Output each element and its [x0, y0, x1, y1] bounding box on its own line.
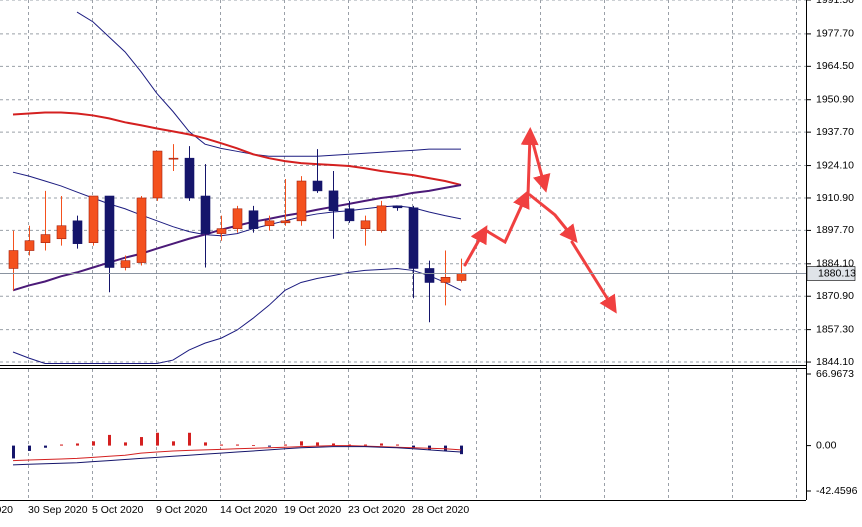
candle-body	[408, 207, 419, 269]
candle-body	[280, 220, 291, 224]
oscillator-bar	[140, 437, 143, 446]
candle-body	[88, 195, 99, 243]
y-tick-label: 66.9673	[816, 368, 854, 380]
y-tick-label: 1977.70	[816, 28, 854, 40]
y-tick-label: 1924.10	[816, 159, 854, 171]
candle-body	[248, 210, 259, 229]
x-tick-label: 19 Oct 2020	[284, 504, 341, 516]
oscillator-bar	[172, 441, 175, 446]
oscillator-bar	[44, 445, 47, 448]
y-tick-label: 1950.90	[816, 94, 854, 106]
oscillator-bar	[460, 445, 463, 455]
plot-layer	[0, 0, 806, 466]
candle-body	[360, 220, 371, 229]
oscillator-bar	[268, 445, 271, 447]
oscillator-line	[12, 445, 462, 462]
candle-body	[376, 205, 387, 231]
panel	[0, 0, 806, 365]
oscillator-line	[12, 446, 462, 466]
oscillator-bar	[188, 432, 191, 446]
candle-body	[216, 228, 227, 234]
x-tick-label: 2020	[0, 504, 13, 516]
candle-body	[104, 195, 115, 268]
y-tick-label: 0.00	[816, 439, 837, 451]
y-tick-label: 1857.30	[816, 323, 854, 335]
x-tick-label: 28 Oct 2020	[412, 504, 469, 516]
x-tick-label: 14 Oct 2020	[220, 504, 277, 516]
last-price-box	[806, 266, 856, 281]
candle-body	[184, 157, 195, 199]
candle-body	[40, 234, 51, 243]
candle-body	[232, 208, 243, 229]
oscillator-bar	[108, 434, 111, 446]
y-tick-label: 1910.90	[816, 192, 854, 204]
x-tick-label: 23 Oct 2020	[348, 504, 405, 516]
candle-body	[456, 273, 467, 281]
forecast-arrows	[463, 127, 617, 314]
oscillator-bar	[28, 445, 31, 451]
oscillator-bar	[332, 443, 335, 446]
oscillator-bar	[252, 445, 255, 446]
x-tick-label: 9 Oct 2020	[156, 504, 208, 516]
candle-body	[328, 190, 339, 212]
candle-body	[136, 197, 147, 263]
oscillator-bar	[220, 444, 223, 446]
candle-body	[24, 240, 35, 251]
oscillator-bar	[204, 442, 207, 446]
oscillator-bar	[412, 445, 415, 448]
oscillator-bar	[60, 444, 63, 446]
y-tick-label: 1937.70	[816, 126, 854, 138]
y-tick-label: 1964.50	[816, 60, 854, 72]
candle-body	[120, 260, 131, 268]
indicator-line	[76, 11, 461, 157]
x-tick-label: 5 Oct 2020	[92, 504, 144, 516]
indicator-line	[12, 267, 462, 365]
oscillator-bar	[12, 445, 15, 459]
y-tick-label: 1844.10	[816, 356, 854, 368]
oscillator-bar	[348, 444, 351, 446]
candle-body	[440, 277, 451, 283]
oscillator-bar	[396, 444, 399, 446]
candle-body	[296, 180, 307, 222]
indicator-line	[12, 111, 462, 186]
oscillator-bar	[124, 442, 127, 446]
y-tick-label: 1870.90	[816, 290, 854, 302]
y-tick-label: 1991.50	[816, 0, 854, 6]
last-price-label: 1880.13	[818, 267, 856, 279]
candle-body	[152, 150, 163, 199]
oscillator-bar	[444, 445, 447, 451]
oscillator-bar	[428, 445, 431, 450]
oscillator-bar	[76, 443, 79, 446]
y-tick-label: -42.4596	[816, 485, 858, 497]
candle-body	[312, 180, 323, 192]
candle-body	[424, 268, 435, 283]
oscillator-bar	[236, 444, 239, 446]
candle-body	[72, 220, 83, 244]
candle-body	[200, 195, 211, 234]
candle-body	[344, 208, 355, 222]
oscillator-bar	[380, 443, 383, 446]
oscillator-bar	[92, 441, 95, 446]
oscillator-bar	[316, 442, 319, 446]
indicator-line	[12, 171, 462, 237]
y-tick-label: 1897.70	[816, 224, 854, 236]
oscillator-bar	[300, 441, 303, 446]
candle-body	[8, 250, 19, 269]
candle-body	[264, 220, 275, 227]
panel	[12, 432, 463, 466]
candle-body	[56, 225, 67, 240]
oscillator-bar	[364, 444, 367, 446]
x-tick-label: 30 Sep 2020	[28, 504, 88, 516]
oscillator-bar	[156, 432, 159, 446]
candle-body	[168, 157, 179, 160]
oscillator-bar	[284, 444, 287, 446]
candle-body	[392, 205, 403, 209]
